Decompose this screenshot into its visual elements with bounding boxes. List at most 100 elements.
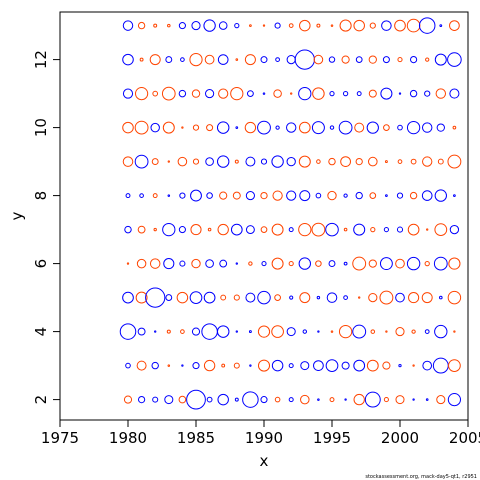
bubble-point bbox=[221, 363, 226, 368]
x-tick-label: 1990 bbox=[245, 429, 283, 447]
bubble-point bbox=[453, 330, 456, 333]
bubble-point bbox=[312, 87, 325, 100]
bubble-point bbox=[122, 53, 134, 66]
bubble-point bbox=[165, 56, 173, 64]
bubble-point bbox=[436, 395, 446, 405]
bubble-point bbox=[178, 89, 187, 98]
bubble-point bbox=[245, 156, 256, 167]
bubble-point bbox=[189, 291, 203, 304]
bubble-point bbox=[220, 294, 227, 301]
bubble-point bbox=[395, 327, 405, 337]
bubble-point bbox=[248, 261, 253, 266]
bubble-point bbox=[235, 58, 239, 61]
bubble-point bbox=[329, 397, 335, 403]
bubble-point bbox=[261, 261, 267, 267]
bubble-point bbox=[162, 121, 175, 134]
bubble-point bbox=[203, 19, 216, 32]
bubble-point bbox=[449, 88, 460, 99]
bubble-point bbox=[396, 192, 404, 199]
bubble-point bbox=[203, 291, 216, 304]
bubble-point bbox=[135, 291, 148, 304]
bubble-point bbox=[354, 122, 365, 133]
bubble-point bbox=[178, 226, 186, 234]
bubble-point bbox=[177, 156, 188, 167]
bubble-point bbox=[206, 192, 213, 199]
bubble-point bbox=[271, 155, 284, 168]
bubble-point bbox=[368, 55, 377, 64]
bubble-point bbox=[145, 287, 166, 308]
plot-frame bbox=[59, 11, 469, 421]
bubble-point bbox=[383, 124, 390, 131]
bubble-point bbox=[382, 361, 391, 370]
bubble-point bbox=[206, 396, 213, 403]
bubble-point bbox=[341, 55, 350, 64]
bubble-point bbox=[163, 258, 175, 270]
bubble-point bbox=[412, 398, 415, 401]
bubble-point bbox=[341, 361, 350, 370]
bubble-point bbox=[257, 120, 271, 135]
bubble-point bbox=[369, 192, 377, 199]
bubble-point bbox=[248, 330, 252, 334]
bubble-point bbox=[122, 291, 134, 304]
bubble-point bbox=[383, 397, 389, 403]
bubble-point bbox=[139, 193, 144, 198]
bubble-point bbox=[137, 395, 146, 404]
bubble-point bbox=[152, 90, 159, 97]
bubble-point bbox=[271, 223, 284, 236]
bubble-point bbox=[230, 223, 243, 236]
bubble-point bbox=[125, 193, 131, 199]
bubble-marks bbox=[119, 17, 462, 410]
bubble-point bbox=[395, 258, 405, 269]
bubble-point bbox=[329, 91, 335, 97]
bubble-point bbox=[385, 330, 388, 333]
bubble-point bbox=[178, 395, 187, 404]
y-tick-label: 8 bbox=[32, 191, 50, 201]
bubble-point bbox=[421, 122, 433, 133]
bubble-point bbox=[191, 21, 201, 31]
bubble-point bbox=[370, 329, 376, 334]
bubble-point bbox=[328, 157, 336, 166]
bubble-point bbox=[260, 158, 268, 165]
bubble-point bbox=[274, 22, 281, 29]
bubble-point bbox=[230, 86, 244, 101]
bubble-point bbox=[434, 53, 447, 66]
bubble-point bbox=[432, 357, 449, 374]
bubble-point bbox=[299, 19, 311, 32]
bubble-point bbox=[342, 90, 349, 97]
bubble-point bbox=[257, 290, 271, 305]
bubble-point bbox=[449, 224, 460, 235]
bubble-point bbox=[219, 259, 228, 268]
bubble-point bbox=[410, 158, 417, 165]
bubble-point bbox=[434, 223, 448, 236]
bubble-point bbox=[435, 88, 447, 99]
bubble-point bbox=[235, 126, 239, 129]
bubble-point bbox=[153, 227, 157, 232]
bubble-point bbox=[216, 325, 230, 338]
bubble-point bbox=[298, 121, 311, 134]
bubble-point bbox=[353, 393, 365, 406]
bubble-point bbox=[327, 190, 337, 201]
bubble-point bbox=[366, 121, 379, 134]
bubble-point bbox=[167, 194, 171, 197]
bubble-point bbox=[179, 192, 186, 199]
bubble-point bbox=[383, 227, 389, 233]
bubble-point bbox=[271, 325, 284, 338]
bubble-point bbox=[311, 121, 325, 135]
bubble-point bbox=[274, 294, 281, 301]
bubble-point bbox=[379, 290, 394, 305]
bubble-point bbox=[242, 391, 259, 408]
bubble-point bbox=[406, 256, 421, 271]
credit-text: stockassessment.org, mack-day5-qt1, r295… bbox=[365, 474, 477, 480]
bubble-point bbox=[286, 156, 296, 167]
bubble-point bbox=[136, 360, 147, 371]
bubble-point bbox=[439, 24, 443, 28]
bubble-point bbox=[232, 191, 241, 200]
bubble-point bbox=[161, 86, 176, 101]
bubble-point bbox=[298, 222, 312, 237]
y-axis: 2 4 6 8 10 12 bbox=[32, 50, 60, 404]
bubble-point bbox=[152, 193, 158, 199]
bubble-point bbox=[233, 294, 240, 301]
bubble-point bbox=[275, 57, 280, 62]
bubble-point bbox=[275, 125, 280, 130]
bubble-point bbox=[272, 190, 283, 201]
